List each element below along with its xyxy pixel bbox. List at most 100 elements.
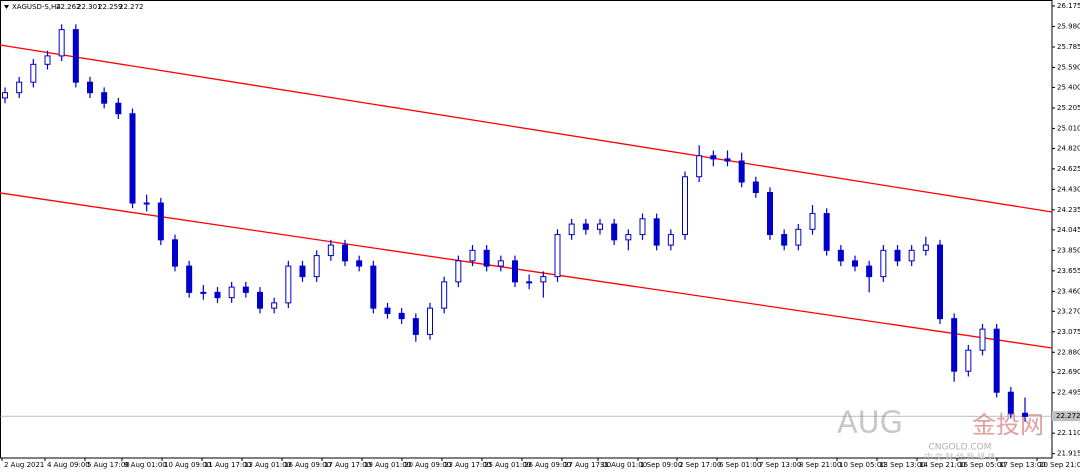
candle-body — [767, 192, 773, 236]
y-tick-label: 25.400 — [1057, 83, 1080, 91]
plot-frame — [0, 0, 1053, 459]
watermark: CNGOLD.COM — [928, 443, 991, 453]
x-tick-label: 17 Aug 17:00 — [324, 461, 371, 469]
candle-body — [384, 307, 391, 314]
y-tick-label: 24.625 — [1057, 165, 1080, 173]
candle-body — [327, 244, 334, 257]
y-tick-label: 25.205 — [1057, 104, 1080, 112]
x-tick-label: 25 Aug 01:00 — [484, 461, 531, 469]
y-tick-label: 22.880 — [1057, 348, 1080, 356]
candle-body — [497, 260, 504, 267]
x-tick-label: 1 Sep 09:00 — [640, 461, 682, 469]
candle-body — [951, 318, 958, 372]
candle-body — [101, 92, 108, 104]
candle-body — [72, 29, 79, 83]
header-arrow — [4, 5, 9, 9]
candle-body — [696, 155, 703, 178]
candle-body — [582, 223, 589, 230]
candle-body — [342, 244, 348, 262]
candle-body — [285, 265, 292, 304]
watermark: 中 文 财 经 新 媒 体 — [924, 452, 995, 462]
candle-body — [58, 29, 65, 57]
candle-body — [257, 291, 263, 309]
candle-body — [143, 202, 150, 205]
candle-body — [441, 281, 448, 309]
candle-body — [1022, 412, 1028, 417]
y-tick-label: 25.590 — [1057, 63, 1080, 71]
header-value: 22.301 — [77, 3, 102, 11]
x-tick-label: 5 Aug 17:00 — [87, 461, 130, 469]
x-tick-label: 7 Sep 13:00 — [759, 461, 801, 469]
y-tick-label: 23.270 — [1057, 307, 1080, 315]
candle-body — [894, 249, 901, 262]
candle-body — [87, 81, 93, 94]
candle-body — [157, 202, 164, 241]
candle-body — [412, 318, 419, 335]
candle-body — [172, 239, 178, 267]
trend-line — [0, 192, 1053, 349]
x-tick-label: 13 Sep 13:00 — [879, 461, 926, 469]
candle-body — [483, 249, 490, 267]
candle-body — [16, 81, 23, 94]
candle-body — [2, 92, 8, 99]
y-tick-label: 22.110 — [1057, 429, 1080, 437]
candle-body — [568, 223, 575, 236]
x-tick-label: 9 Aug 01:00 — [124, 461, 167, 469]
y-tick-label: 21.915 — [1057, 450, 1080, 458]
x-tick-label: 8 Sep 21:00 — [799, 461, 841, 469]
candle-body — [214, 291, 221, 299]
x-tick-label: 16 Aug 09:00 — [284, 461, 331, 469]
candle-body — [313, 255, 320, 278]
candle-body — [993, 328, 1000, 393]
candle-body — [469, 249, 476, 262]
y-tick-label: 24.820 — [1057, 144, 1080, 152]
candle-body — [781, 234, 788, 246]
header-value: 22.272 — [119, 3, 144, 11]
y-tick-label: 23.075 — [1057, 328, 1080, 336]
y-tick-label: 25.010 — [1057, 124, 1080, 132]
candle-body — [299, 265, 306, 278]
x-tick-label: 17 Sep 13:00 — [999, 461, 1046, 469]
candle-body — [639, 218, 646, 236]
candle-body — [653, 218, 660, 246]
candle-body — [682, 176, 688, 236]
y-tick-label: 25.785 — [1057, 43, 1080, 51]
candle-body — [625, 234, 632, 241]
candle-body — [356, 260, 363, 267]
candle-body — [965, 349, 972, 372]
x-tick-label: 6 Sep 01:00 — [719, 461, 761, 469]
candle-body — [512, 260, 518, 283]
x-tick-label: 27 Aug 17:00 — [564, 461, 611, 469]
x-tick-label: 23 Aug 17:00 — [444, 461, 491, 469]
candle-body — [398, 312, 405, 320]
x-tick-label: 16 Sep 05:00 — [959, 461, 1006, 469]
candle-body — [724, 158, 731, 162]
symbol: XAGUSD-S,H4 — [12, 3, 61, 11]
candle-body — [186, 265, 193, 293]
y-tick-label: 23.850 — [1057, 246, 1080, 254]
candle-body — [200, 291, 207, 294]
x-tick-label: 11 Aug 17:00 — [204, 461, 251, 469]
candle-body — [908, 249, 915, 262]
x-tick-label: 13 Aug 01:00 — [244, 461, 291, 469]
y-tick-label: 24.430 — [1057, 185, 1080, 193]
y-tick-label: 23.655 — [1057, 267, 1080, 275]
candle-body — [427, 307, 433, 335]
candle-body — [597, 223, 603, 230]
x-tick-label: 4 Aug 09:00 — [47, 461, 90, 469]
candle-body — [795, 228, 802, 246]
candle-body — [30, 63, 37, 83]
y-tick-label: 23.460 — [1057, 287, 1080, 295]
candle-body — [937, 244, 943, 320]
candle-body — [228, 286, 235, 299]
candle-body — [738, 160, 745, 183]
candle-body — [752, 181, 759, 194]
candle-body — [880, 249, 887, 278]
candle-body — [44, 55, 51, 65]
y-tick-label: 22.690 — [1057, 368, 1080, 376]
header-value: 22.259 — [98, 3, 123, 11]
y-tick-label: 25.980 — [1057, 22, 1080, 30]
x-tick-label: 10 Sep 05:00 — [839, 461, 886, 469]
